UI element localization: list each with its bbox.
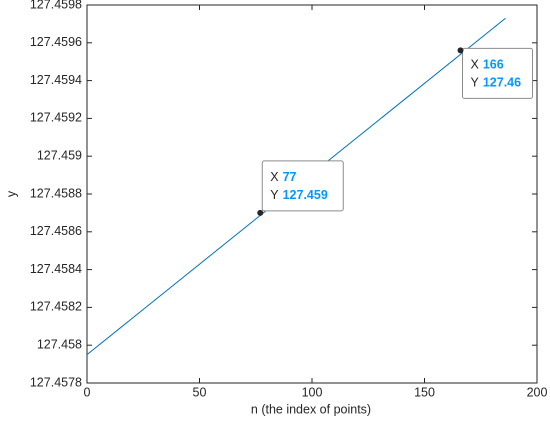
datatip-x-name: X [270, 170, 279, 184]
y-tick-label: 127.4598 [30, 0, 82, 11]
y-tick-label: 127.459 [37, 148, 82, 162]
datatip-y-name: Y [270, 188, 279, 202]
datatip-y: Y 127.46 [471, 76, 522, 90]
datatip-x: X 77 [270, 170, 296, 184]
y-tick-label: 127.4582 [30, 300, 82, 314]
y-tick-label: 127.4586 [30, 224, 82, 238]
datatip-x-value: 166 [483, 58, 504, 72]
x-tick-label: 50 [193, 385, 207, 399]
y-axis-label: y [4, 190, 18, 197]
y-tick-label: 127.4592 [30, 111, 82, 125]
datatip-x: X 166 [471, 58, 504, 72]
x-axis-label: n (the index of points) [251, 402, 371, 416]
y-tick-label: 127.4578 [30, 375, 82, 389]
datatip-y-name: Y [471, 76, 480, 90]
y-tick-label: 127.4596 [30, 35, 82, 49]
y-tick-label: 127.4588 [30, 186, 82, 200]
datatip-point [257, 209, 264, 216]
y-tick-label: 127.4584 [30, 262, 82, 276]
datatip-y: Y 127.459 [270, 188, 328, 202]
x-tick-label: 150 [414, 385, 435, 399]
datatip-box [261, 160, 344, 212]
datatip-point [457, 47, 464, 54]
x-tick-label: 100 [302, 385, 323, 399]
datatip-y-value: 127.459 [283, 188, 328, 202]
x-tick-label: 200 [527, 385, 548, 399]
y-tick-label: 127.458 [37, 337, 82, 351]
y-tick-label: 127.4594 [30, 73, 82, 87]
datatip-x-name: X [471, 58, 480, 72]
datatip-x-value: 77 [283, 170, 297, 184]
datatip-y-value: 127.46 [483, 76, 521, 90]
x-tick-label: 0 [84, 385, 91, 399]
datatip: X 77 Y 127.459 [261, 160, 344, 212]
datatip-box [462, 47, 533, 99]
